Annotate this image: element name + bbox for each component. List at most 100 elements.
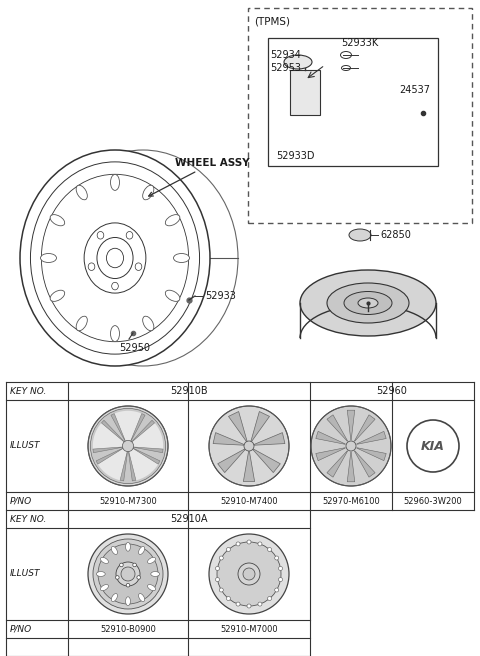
Ellipse shape bbox=[112, 282, 119, 290]
Ellipse shape bbox=[284, 55, 312, 69]
Ellipse shape bbox=[151, 571, 159, 577]
Ellipse shape bbox=[243, 568, 255, 580]
Ellipse shape bbox=[238, 563, 260, 585]
Polygon shape bbox=[347, 410, 355, 440]
Polygon shape bbox=[228, 411, 247, 441]
Polygon shape bbox=[354, 415, 375, 441]
Ellipse shape bbox=[227, 548, 230, 552]
Text: P/NO: P/NO bbox=[10, 625, 32, 634]
Ellipse shape bbox=[236, 602, 240, 606]
Polygon shape bbox=[251, 411, 269, 441]
Ellipse shape bbox=[110, 174, 120, 190]
Polygon shape bbox=[93, 422, 128, 451]
Polygon shape bbox=[243, 451, 254, 482]
Ellipse shape bbox=[165, 290, 180, 301]
Ellipse shape bbox=[311, 406, 391, 486]
Ellipse shape bbox=[217, 542, 281, 606]
Polygon shape bbox=[131, 447, 163, 453]
Polygon shape bbox=[111, 413, 126, 443]
Polygon shape bbox=[218, 449, 245, 472]
Ellipse shape bbox=[126, 583, 130, 587]
Ellipse shape bbox=[50, 290, 65, 301]
Polygon shape bbox=[128, 422, 163, 451]
Text: P/NO: P/NO bbox=[10, 497, 32, 506]
Polygon shape bbox=[97, 446, 128, 481]
Ellipse shape bbox=[88, 263, 95, 270]
Ellipse shape bbox=[300, 270, 436, 336]
Text: KEY NO.: KEY NO. bbox=[10, 514, 47, 523]
Polygon shape bbox=[120, 449, 128, 481]
Text: 52910A: 52910A bbox=[170, 514, 208, 524]
Text: 52934: 52934 bbox=[270, 50, 301, 60]
Text: 52933: 52933 bbox=[205, 291, 236, 301]
Ellipse shape bbox=[278, 577, 283, 582]
Ellipse shape bbox=[267, 596, 272, 600]
Text: 52953: 52953 bbox=[270, 63, 301, 73]
Ellipse shape bbox=[135, 263, 142, 270]
Polygon shape bbox=[316, 447, 345, 461]
Ellipse shape bbox=[346, 441, 356, 451]
Ellipse shape bbox=[275, 588, 279, 592]
Polygon shape bbox=[357, 447, 386, 461]
Polygon shape bbox=[253, 432, 285, 445]
Ellipse shape bbox=[216, 566, 219, 571]
Ellipse shape bbox=[116, 576, 119, 579]
Text: 24537: 24537 bbox=[399, 85, 430, 95]
Text: 52933K: 52933K bbox=[341, 38, 379, 48]
Polygon shape bbox=[327, 451, 348, 477]
Ellipse shape bbox=[209, 534, 289, 614]
Ellipse shape bbox=[93, 539, 163, 609]
Polygon shape bbox=[128, 449, 136, 481]
Text: 52933D: 52933D bbox=[276, 151, 314, 161]
Ellipse shape bbox=[147, 584, 156, 590]
Ellipse shape bbox=[98, 544, 158, 604]
Ellipse shape bbox=[100, 584, 108, 590]
Ellipse shape bbox=[122, 440, 133, 451]
Ellipse shape bbox=[126, 232, 133, 239]
Ellipse shape bbox=[173, 253, 190, 262]
Polygon shape bbox=[101, 420, 126, 443]
Text: WHEEL ASSY: WHEEL ASSY bbox=[149, 158, 250, 196]
Ellipse shape bbox=[96, 571, 105, 577]
Ellipse shape bbox=[216, 577, 219, 582]
Ellipse shape bbox=[139, 546, 144, 554]
Ellipse shape bbox=[236, 542, 240, 546]
Ellipse shape bbox=[209, 406, 289, 486]
Ellipse shape bbox=[111, 546, 118, 554]
Text: 62850: 62850 bbox=[380, 230, 411, 240]
Ellipse shape bbox=[278, 566, 283, 571]
Ellipse shape bbox=[143, 316, 154, 331]
Ellipse shape bbox=[126, 597, 131, 605]
Ellipse shape bbox=[90, 409, 166, 483]
Ellipse shape bbox=[258, 542, 262, 546]
Ellipse shape bbox=[133, 563, 136, 567]
Polygon shape bbox=[130, 413, 145, 443]
Ellipse shape bbox=[137, 576, 141, 579]
Ellipse shape bbox=[267, 548, 272, 552]
Ellipse shape bbox=[227, 596, 230, 600]
Polygon shape bbox=[93, 447, 125, 453]
Ellipse shape bbox=[50, 215, 65, 226]
Text: (TPMS): (TPMS) bbox=[254, 17, 290, 27]
Polygon shape bbox=[316, 432, 345, 444]
Ellipse shape bbox=[147, 558, 156, 564]
Ellipse shape bbox=[40, 253, 57, 262]
Text: 52910-B0900: 52910-B0900 bbox=[100, 625, 156, 634]
Text: 52950: 52950 bbox=[120, 343, 151, 353]
Polygon shape bbox=[252, 449, 280, 472]
Ellipse shape bbox=[20, 150, 210, 366]
Polygon shape bbox=[130, 420, 155, 443]
Ellipse shape bbox=[244, 441, 254, 451]
Ellipse shape bbox=[349, 229, 371, 241]
Text: 52960: 52960 bbox=[377, 386, 408, 396]
Ellipse shape bbox=[116, 562, 140, 586]
Ellipse shape bbox=[247, 540, 251, 544]
Polygon shape bbox=[354, 451, 375, 477]
Polygon shape bbox=[96, 447, 125, 464]
Ellipse shape bbox=[88, 534, 168, 614]
Polygon shape bbox=[128, 446, 159, 481]
Ellipse shape bbox=[258, 602, 262, 606]
Ellipse shape bbox=[126, 543, 131, 551]
Polygon shape bbox=[327, 415, 348, 441]
Text: 52970-M6100: 52970-M6100 bbox=[322, 497, 380, 506]
